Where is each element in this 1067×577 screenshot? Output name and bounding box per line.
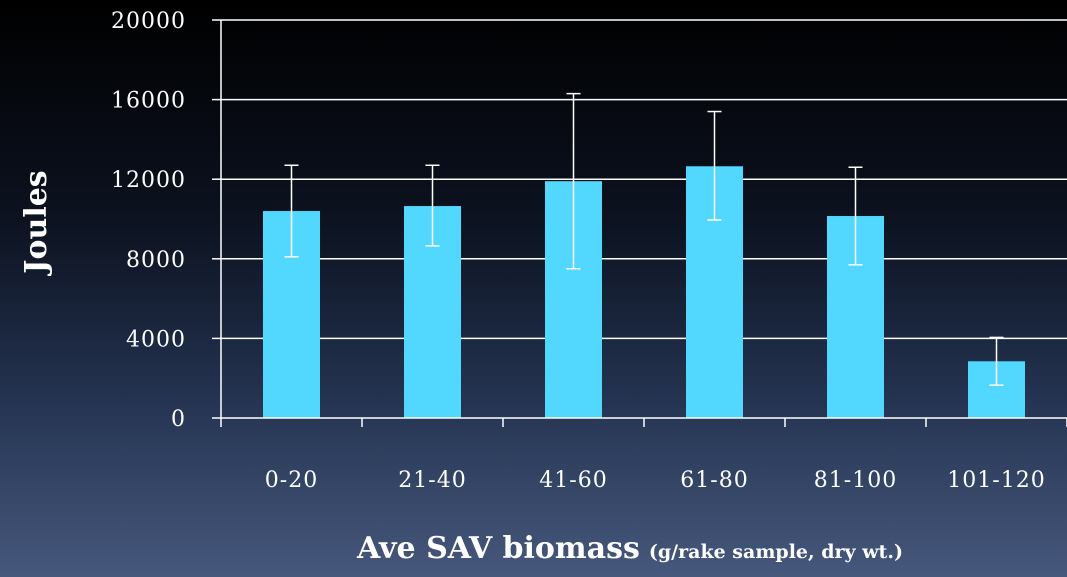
axes — [212, 19, 1067, 427]
x-tick-label: 81-100 — [814, 468, 897, 493]
y-tick-label: 8000 — [126, 248, 186, 273]
y-tick-label: 4000 — [126, 327, 186, 352]
error-bar-41-60 — [566, 92, 581, 270]
x-tick-label: 41-60 — [539, 468, 607, 493]
x-tick-label: 0-20 — [265, 468, 318, 493]
x-tick-label: 101-120 — [947, 468, 1045, 493]
y-tick-label: 20000 — [111, 9, 186, 34]
x-tick-label: 61-80 — [680, 468, 748, 493]
x-axis-title-main: Ave SAV biomass — [356, 531, 640, 566]
y-tick-label: 16000 — [111, 89, 186, 114]
error-bar-101-120 — [989, 336, 1004, 386]
x-axis-title-suffix: (g/rake sample, dry wt.) — [649, 541, 903, 563]
y-axis-title: Joules — [19, 170, 54, 276]
x-tick-label: 21-40 — [398, 468, 466, 493]
x-tick-labels: 0-20 21-40 41-60 61-80 81-100 101-120 — [265, 468, 1045, 493]
bars — [263, 166, 1025, 418]
error-bar-81-100 — [848, 166, 863, 266]
y-tick-label: 12000 — [111, 168, 186, 193]
error-bar-21-40 — [425, 164, 440, 247]
error-bar-0-20 — [284, 164, 299, 258]
y-tick-label: 0 — [171, 407, 186, 432]
error-bar-61-80 — [707, 110, 722, 221]
error-bars — [284, 92, 1004, 386]
y-tick-labels: 0 4000 8000 12000 16000 20000 — [111, 9, 186, 432]
x-axis-title: Ave SAV biomass (g/rake sample, dry wt.) — [356, 531, 903, 566]
gridlines — [221, 19, 1067, 340]
